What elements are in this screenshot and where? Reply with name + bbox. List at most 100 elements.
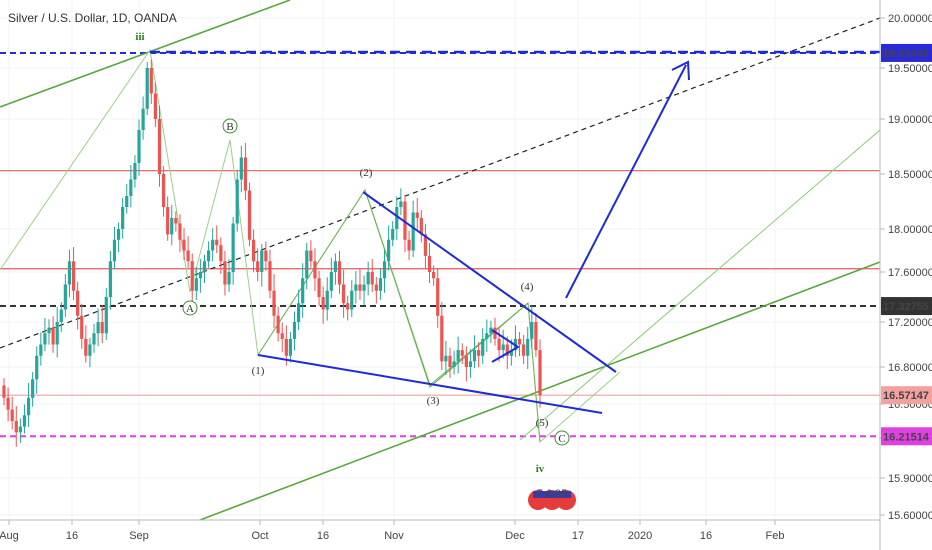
price-badge bbox=[881, 427, 932, 446]
price-tick-label: 19.50000 bbox=[888, 63, 932, 75]
candle-body bbox=[198, 272, 202, 279]
candle-body bbox=[284, 338, 288, 356]
candle-body bbox=[227, 272, 231, 285]
candle-body bbox=[395, 207, 399, 229]
price-badge-label: 19.65048 bbox=[883, 48, 929, 60]
mini-triangle bbox=[491, 329, 520, 363]
candle-body bbox=[268, 261, 272, 291]
candle-body bbox=[260, 250, 264, 272]
candle-body bbox=[325, 290, 329, 310]
price-badge bbox=[881, 43, 932, 62]
candle-body bbox=[63, 284, 67, 310]
candle-body bbox=[182, 239, 186, 251]
parallel-channel-line bbox=[519, 129, 881, 441]
candle-body bbox=[202, 261, 207, 272]
candle-body bbox=[76, 290, 80, 316]
candle-body bbox=[292, 322, 297, 339]
price-tick-label: 18.00000 bbox=[888, 224, 932, 236]
candle-body bbox=[415, 212, 419, 218]
candle-body bbox=[194, 278, 198, 291]
candle-body bbox=[174, 218, 178, 224]
candle-body bbox=[141, 108, 145, 130]
price-tick-label: 17.20000 bbox=[888, 317, 932, 329]
candle-body bbox=[407, 239, 411, 251]
candle-body bbox=[133, 163, 137, 180]
candle-body bbox=[206, 250, 211, 262]
candle-body bbox=[489, 327, 493, 334]
candle-body bbox=[145, 68, 149, 109]
wave-label-text: iii bbox=[135, 31, 144, 43]
candle-body bbox=[121, 207, 125, 229]
candle-body bbox=[472, 350, 477, 362]
candle-body bbox=[370, 272, 374, 285]
candle-body bbox=[378, 278, 383, 291]
economic-event-badge[interactable]: 7 6 95 bbox=[528, 488, 576, 510]
candle-body bbox=[22, 415, 27, 427]
candle-body bbox=[153, 93, 157, 119]
candle-body bbox=[485, 333, 489, 339]
price-badge-label: 17.32755 bbox=[883, 301, 929, 313]
plot-background bbox=[0, 0, 880, 520]
wave-label-text: (5) bbox=[536, 417, 549, 429]
candle-body bbox=[419, 218, 423, 235]
price-badge-label: 16.21514 bbox=[883, 431, 930, 443]
candle-body bbox=[211, 239, 215, 251]
candle-body bbox=[116, 229, 121, 240]
price-badge bbox=[881, 297, 932, 316]
candle-body bbox=[2, 385, 6, 398]
event-badge-label: 7 6 95 bbox=[537, 488, 568, 500]
candle-body bbox=[47, 327, 51, 334]
candle-body bbox=[71, 261, 76, 291]
candle-body bbox=[157, 119, 162, 174]
price-tick-label: 18.50000 bbox=[888, 169, 932, 181]
price-tick-label: 15.60000 bbox=[888, 510, 932, 522]
candle-body bbox=[51, 327, 55, 345]
candle-body bbox=[112, 239, 117, 262]
candle-body bbox=[256, 261, 260, 272]
candle-body bbox=[427, 255, 432, 272]
candle-body bbox=[178, 223, 182, 240]
candle-body bbox=[374, 284, 378, 291]
time-tick-label: 16 bbox=[700, 530, 712, 542]
candle-body bbox=[493, 327, 497, 339]
time-tick-label: Nov bbox=[384, 530, 404, 542]
candle-body bbox=[223, 261, 227, 285]
candle-body bbox=[432, 272, 436, 279]
candle-body bbox=[509, 350, 513, 356]
price-tick-label: 19.00000 bbox=[888, 114, 932, 126]
candle-body bbox=[18, 426, 22, 433]
wave-path-inner bbox=[257, 188, 541, 443]
candle-body bbox=[280, 333, 284, 339]
wave-label-circle bbox=[222, 118, 238, 134]
candle-body bbox=[481, 338, 485, 356]
candle-body bbox=[104, 297, 108, 334]
candle-body bbox=[288, 338, 293, 356]
candle-body bbox=[84, 338, 88, 356]
candle-body bbox=[80, 315, 84, 339]
candle-body bbox=[10, 409, 14, 421]
candle-body bbox=[231, 223, 235, 272]
candle-body bbox=[166, 207, 170, 235]
candle-body bbox=[26, 397, 31, 416]
price-badge bbox=[881, 386, 932, 405]
candle-body bbox=[358, 284, 362, 291]
time-tick-label: 16 bbox=[317, 530, 329, 542]
candle-body bbox=[313, 261, 317, 279]
candle-body bbox=[522, 344, 526, 356]
candle-body bbox=[137, 130, 141, 163]
candle-body bbox=[55, 322, 59, 345]
candle-body bbox=[59, 309, 63, 322]
candle-body bbox=[350, 290, 354, 310]
chart-title: Silver / U.S. Dollar, 1D, OANDA bbox=[8, 11, 177, 25]
candle-body bbox=[342, 284, 346, 304]
candle-body bbox=[423, 234, 428, 256]
candle-body bbox=[243, 157, 248, 191]
candle-body bbox=[448, 355, 452, 367]
candle-body bbox=[161, 174, 166, 207]
candle-body bbox=[309, 250, 313, 262]
candle-body bbox=[100, 322, 104, 334]
time-axis[interactable]: Aug 16 Sep Oct 16 Nov Dec 17 2020 16 Feb bbox=[0, 520, 784, 542]
candle-body bbox=[477, 350, 481, 356]
